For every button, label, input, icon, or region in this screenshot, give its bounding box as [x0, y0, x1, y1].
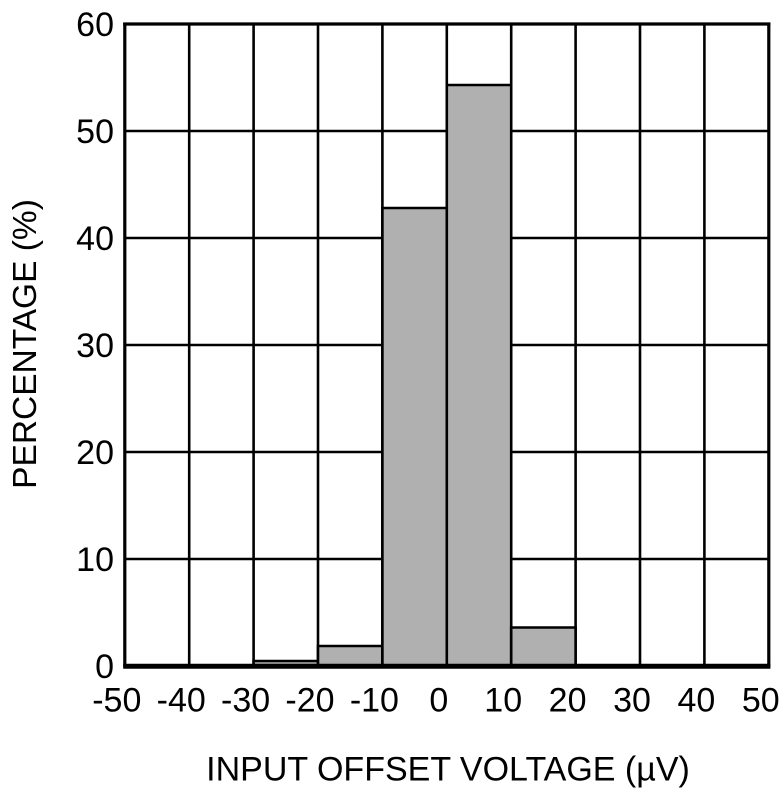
svg-text:-40: -40	[157, 682, 206, 720]
svg-text:PERCENTAGE (%): PERCENTAGE (%)	[7, 199, 44, 489]
svg-text:60: 60	[76, 6, 114, 44]
svg-text:-20: -20	[285, 682, 334, 720]
svg-text:20: 20	[549, 682, 587, 720]
svg-text:INPUT OFFSET VOLTAGE (µV): INPUT OFFSET VOLTAGE (µV)	[206, 751, 690, 789]
svg-text:-10: -10	[350, 682, 399, 720]
svg-text:30: 30	[613, 682, 651, 720]
svg-text:10: 10	[484, 682, 522, 720]
svg-text:-50: -50	[92, 682, 141, 720]
svg-text:0: 0	[429, 682, 448, 720]
svg-text:10: 10	[76, 541, 114, 579]
svg-text:30: 30	[76, 327, 114, 365]
svg-text:50: 50	[742, 682, 780, 720]
svg-text:40: 40	[677, 682, 715, 720]
svg-text:-30: -30	[221, 682, 270, 720]
svg-text:40: 40	[76, 220, 114, 258]
svg-text:20: 20	[76, 434, 114, 472]
svg-text:50: 50	[76, 113, 114, 151]
svg-text:0: 0	[95, 648, 114, 686]
